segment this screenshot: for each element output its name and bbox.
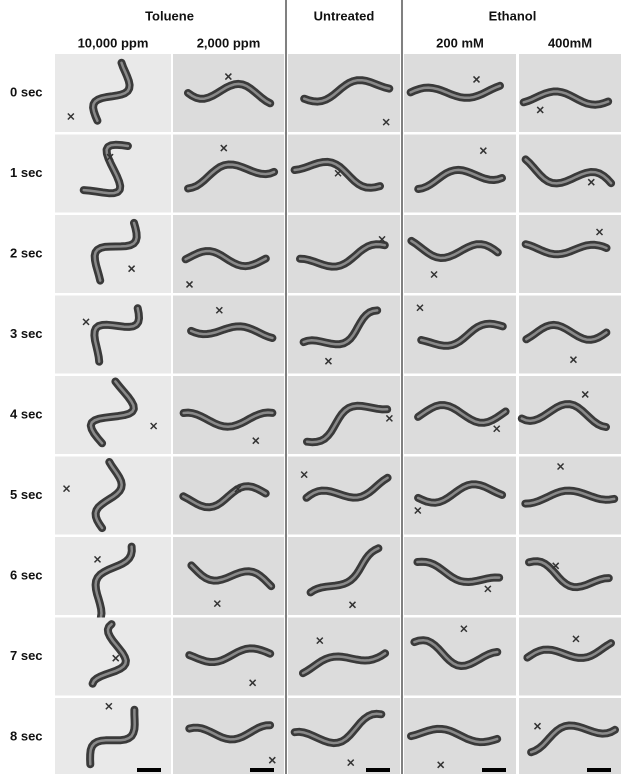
group-title: Toluene xyxy=(145,8,194,23)
row-label: 3 sec xyxy=(10,326,43,341)
row-label: 6 sec xyxy=(10,567,43,582)
image-cell xyxy=(55,537,171,615)
row-label: 1 sec xyxy=(10,165,43,180)
row-label: 0 sec xyxy=(10,84,43,99)
image-cell xyxy=(404,618,516,696)
image-cell xyxy=(519,457,621,535)
image-cell xyxy=(55,296,171,374)
row-label: 8 sec xyxy=(10,728,43,743)
row-label: 5 sec xyxy=(10,487,43,502)
scale-bar xyxy=(587,768,611,772)
column-title: 200 mM xyxy=(436,35,484,50)
scale-bar xyxy=(250,768,274,772)
image-cell xyxy=(55,698,171,774)
scale-bar xyxy=(366,768,390,772)
figure: Toluene 10,000 ppm 2,000 ppm Untreated Ethan… xyxy=(0,0,621,774)
group-title: Untreated xyxy=(314,8,375,23)
scale-bar xyxy=(137,768,161,772)
image-cell xyxy=(288,54,400,132)
scale-bar xyxy=(482,768,506,772)
column-title: 2,000 ppm xyxy=(197,35,261,50)
row-label: 7 sec xyxy=(10,648,43,663)
image-cell xyxy=(404,54,516,132)
image-cell xyxy=(288,215,400,293)
column-title: 400mM xyxy=(548,35,592,50)
column-title: 10,000 ppm xyxy=(78,35,149,50)
image-cell xyxy=(519,376,621,454)
group-title: Ethanol xyxy=(489,8,537,23)
image-cell xyxy=(55,215,171,293)
image-cell xyxy=(288,537,400,615)
row-label: 4 sec xyxy=(10,406,43,421)
image-cell xyxy=(288,296,400,374)
row-label: 2 sec xyxy=(10,245,43,260)
